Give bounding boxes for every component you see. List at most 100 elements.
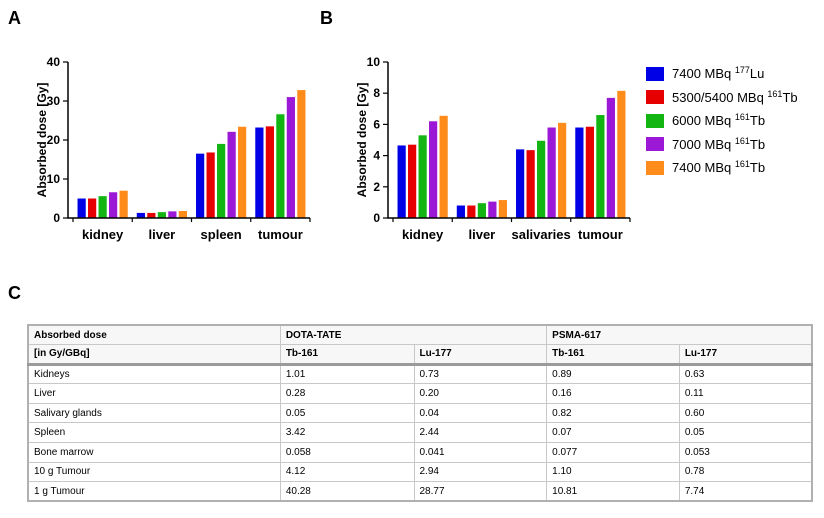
bar-spleen-series-2 [217, 143, 226, 218]
table-header-cell [679, 324, 813, 346]
bar-tumour-series-3 [286, 97, 295, 218]
bar-tumour-series-1 [585, 126, 594, 218]
bar-kidney-series-0 [77, 198, 86, 218]
legend-swatch [646, 66, 664, 81]
bar-kidney-series-1 [88, 198, 97, 218]
x-tick-label: kidney [402, 227, 444, 242]
bar-salivaries-series-1 [526, 150, 535, 218]
table-cell: 2.44 [413, 422, 548, 444]
legend-item: 7400 MBq 161Tb [646, 156, 816, 180]
table-row: 10 g Tumour 4.12 2.94 1.10 0.78 [27, 461, 813, 483]
bar-tumour-series-1 [265, 126, 274, 218]
dose-table: Absorbed dose DOTA-TATE PSMA-617 [in Gy/… [27, 324, 813, 503]
table-cell: 28.77 [413, 481, 548, 502]
bar-salivaries-series-3 [547, 127, 556, 218]
panel-label-b: B [320, 8, 333, 28]
legend-item: 6000 MBq 161Tb [646, 109, 816, 133]
table-cell: 40.28 [279, 481, 415, 502]
table-row: Spleen 3.42 2.44 0.07 0.05 [27, 422, 813, 444]
table-cell: 3.42 [279, 422, 415, 444]
bar-liver-series-4 [498, 200, 507, 218]
bar-liver-series-2 [157, 212, 166, 218]
bar-spleen-series-3 [227, 131, 236, 218]
table-cell: 0.041 [413, 442, 548, 463]
table-cell: 0.05 [678, 422, 813, 444]
table-cell: 0.053 [678, 442, 813, 463]
bar-spleen-series-1 [206, 152, 215, 218]
panel-label-a: A [8, 8, 21, 28]
table-cell: 7.74 [678, 481, 813, 502]
y-tick-label: 10 [47, 172, 61, 186]
bar-tumour-series-0 [575, 127, 584, 218]
table-cell: 0.058 [279, 442, 415, 463]
legend-swatch [646, 160, 664, 175]
dose-table-container: Absorbed dose DOTA-TATE PSMA-617 [in Gy/… [27, 324, 813, 503]
bar-liver-series-0 [136, 212, 145, 218]
y-tick-label: 10 [367, 55, 381, 69]
table-cell: 0.04 [413, 402, 548, 424]
bar-spleen-series-4 [238, 126, 247, 218]
bar-kidney-series-3 [429, 121, 438, 218]
x-tick-label: salivaries [511, 227, 570, 242]
table-cell: Salivary glands [27, 402, 281, 424]
bar-kidney-series-2 [418, 135, 427, 218]
table-header-cell: [in Gy/GBq] [27, 344, 281, 366]
table-cell: 0.73 [413, 363, 548, 385]
legend-swatch [646, 90, 664, 105]
table-cell: 0.78 [678, 461, 813, 483]
x-tick-label: liver [149, 227, 176, 242]
table-cell: 0.89 [546, 363, 680, 385]
bar-liver-series-3 [488, 201, 497, 218]
table-cell: Spleen [27, 422, 281, 444]
bar-kidney-series-4 [439, 115, 448, 218]
table-cell: 10 g Tumour [27, 461, 281, 483]
y-tick-label: 0 [53, 211, 60, 225]
legend-label: 7000 MBq 161Tb [672, 135, 766, 152]
table-cell: 0.63 [678, 363, 813, 385]
table-cell: 0.60 [678, 402, 813, 424]
table-cell: 0.82 [546, 402, 680, 424]
table-cell: 1.10 [546, 461, 680, 483]
table-cell: Bone marrow [27, 442, 281, 463]
bar-kidney-series-0 [397, 145, 406, 218]
y-tick-label: 30 [47, 94, 61, 108]
table-cell: Liver [27, 383, 281, 404]
table-cell: 2.94 [413, 461, 548, 483]
bar-kidney-series-1 [408, 144, 417, 218]
bar-salivaries-series-0 [516, 149, 525, 218]
x-tick-label: tumour [258, 227, 303, 242]
bar-tumour-series-4 [617, 90, 626, 218]
table-header-cell: Tb-161 [279, 344, 415, 366]
bar-tumour-series-2 [276, 114, 285, 218]
bar-liver-series-3 [168, 211, 177, 218]
legend-swatch [646, 137, 664, 152]
chart-a: kidney liver spleen tumour 0 10 20 30 40 Absorbed… [35, 55, 311, 242]
bar-tumour-series-0 [255, 127, 264, 218]
table-row: Salivary glands 0.05 0.04 0.82 0.60 [27, 402, 813, 424]
legend-label: 7400 MBq 177Lu [672, 65, 765, 82]
x-tick-label: spleen [201, 227, 242, 242]
table-header-cell [414, 324, 548, 346]
chart-b: kidney liver salivaries tumour 0 2 4 6 8 10 Absorb… [355, 55, 631, 242]
bar-kidney-series-4 [119, 190, 128, 218]
bar-kidney-series-2 [98, 196, 107, 218]
bar-liver-series-1 [467, 205, 476, 218]
table-header-cell: PSMA-617 [546, 324, 680, 346]
legend-label: 5300/5400 MBq 161Tb [672, 88, 798, 105]
panel-label-c: C [8, 283, 21, 303]
table-header-cell: Lu-177 [413, 344, 548, 366]
table-row: 1 g Tumour 40.28 28.77 10.81 7.74 [27, 481, 813, 502]
table-header-cell: DOTA-TATE [279, 324, 414, 346]
bar-liver-series-0 [456, 205, 465, 218]
table-header-cell: Lu-177 [678, 344, 813, 366]
y-axis-title: Absorbed dose [Gy] [35, 83, 49, 198]
table-header-row: [in Gy/GBq] Tb-161 Lu-177 Tb-161 Lu-177 [27, 344, 813, 366]
legend-item: 5300/5400 MBq 161Tb [646, 86, 816, 110]
table-cell: 0.28 [279, 383, 415, 404]
table-cell: 0.077 [546, 442, 680, 463]
table-header-cell: Absorbed dose [27, 324, 281, 346]
bar-salivaries-series-2 [537, 140, 546, 218]
table-header-row: Absorbed dose DOTA-TATE PSMA-617 [27, 324, 813, 346]
bar-tumour-series-2 [596, 115, 605, 218]
table-cell: 0.05 [279, 402, 415, 424]
